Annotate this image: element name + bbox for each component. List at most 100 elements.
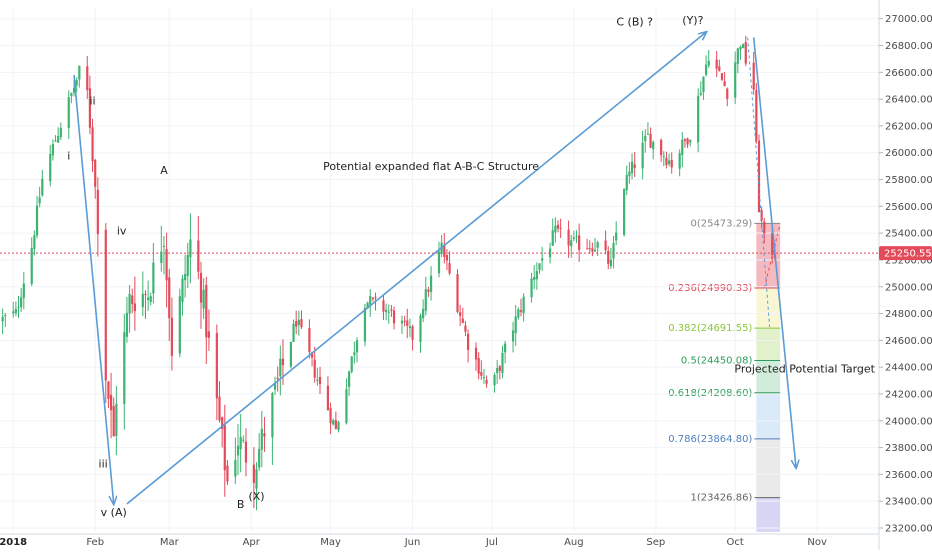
candle-body — [218, 396, 221, 421]
candle-body — [535, 271, 538, 280]
y-tick-label: 25400.00 — [885, 229, 932, 240]
grid — [0, 8, 878, 532]
x-tick-label: Jul — [485, 537, 498, 548]
candle-body — [652, 141, 655, 150]
candle-body — [556, 224, 560, 229]
candle-body — [271, 393, 274, 438]
y-tick-label: 23600.00 — [885, 470, 932, 481]
wave-label: (Y)? — [682, 14, 703, 27]
candle-body — [297, 319, 300, 326]
candle-body — [162, 245, 166, 247]
candle-body — [456, 274, 459, 312]
candle-body — [670, 159, 673, 168]
candle-body — [88, 88, 92, 128]
candle-body — [49, 153, 52, 182]
candle-body — [554, 225, 557, 233]
candle-body — [628, 171, 631, 177]
candle-body — [411, 326, 414, 340]
y-tick-label: 24800.00 — [885, 309, 932, 320]
candle-body — [514, 316, 517, 334]
candle-body — [199, 272, 203, 303]
candle-body — [662, 156, 665, 158]
candle-body — [705, 64, 708, 75]
trend-arrow — [752, 37, 796, 467]
candle-body — [17, 307, 20, 309]
candle-body — [496, 368, 499, 374]
x-tick-label: Jun — [404, 537, 421, 548]
candle-body — [575, 236, 578, 238]
candle-body — [763, 221, 766, 234]
x-tick-label: Sep — [646, 537, 665, 548]
candle-body — [406, 320, 409, 326]
candle-body — [604, 240, 607, 251]
candle-body — [334, 419, 337, 429]
candle-body — [570, 240, 573, 247]
candle-body — [609, 259, 612, 266]
candle-body — [718, 66, 721, 72]
candle-body — [591, 248, 594, 252]
candle-body — [165, 248, 168, 281]
candle-body — [681, 139, 684, 156]
candle-body — [559, 227, 562, 229]
fib-zone — [756, 360, 781, 393]
candle-body — [572, 237, 575, 239]
candle-body — [519, 310, 523, 312]
candle-body — [109, 394, 113, 411]
candle-body — [533, 277, 536, 280]
candle-body — [160, 251, 163, 263]
structure-annotation: Potential expanded flat A-B-C Structure — [323, 160, 539, 173]
candle-body — [316, 379, 319, 381]
candle-body — [104, 229, 107, 381]
candle-body — [149, 296, 152, 303]
candle-body — [276, 377, 279, 379]
y-tick-label: 27000.00 — [885, 14, 932, 25]
candle-body — [30, 247, 33, 285]
candle-body — [538, 263, 541, 270]
fib-level-label: 1(23426.86) — [690, 493, 752, 504]
candle-body — [390, 309, 393, 311]
candle-body — [408, 326, 412, 328]
y-tick-label: 24400.00 — [885, 363, 932, 374]
candle-body — [633, 164, 636, 168]
candle-body — [146, 297, 150, 301]
wave-label: i — [67, 149, 70, 162]
dashed-projection-line — [747, 37, 771, 327]
candle-body — [14, 308, 17, 314]
candle-body — [697, 95, 700, 143]
candle-body — [424, 289, 427, 311]
candle-body — [363, 307, 367, 342]
candle-body — [355, 340, 359, 353]
candle-body — [392, 310, 396, 324]
candle-body — [742, 44, 745, 49]
candle-body — [252, 464, 255, 483]
candle-body — [382, 300, 385, 312]
y-tick-label: 26600.00 — [885, 68, 932, 79]
candle-body — [464, 325, 467, 332]
fib-zone — [756, 328, 781, 361]
y-tick-label: 25600.00 — [885, 202, 932, 213]
candle-body — [665, 157, 668, 166]
candle-body — [726, 88, 729, 99]
candle-body — [86, 66, 89, 91]
y-tick-label: 26200.00 — [885, 121, 932, 132]
candle-body — [123, 332, 126, 405]
candle-body — [244, 441, 248, 463]
candle-body — [744, 42, 747, 64]
candle-body — [485, 379, 488, 384]
fib-level-label: 0.382(24691.55) — [668, 323, 752, 334]
current-price-tag-text: 25250.55 — [884, 249, 932, 260]
candle-body — [736, 48, 739, 64]
candle-body — [295, 321, 298, 327]
candle-body — [350, 356, 353, 372]
candle-body — [422, 309, 425, 319]
candle-body — [757, 140, 761, 213]
candle-body — [263, 433, 266, 437]
candle-body — [511, 330, 515, 342]
candle-body — [347, 371, 351, 387]
candle-body — [477, 357, 480, 374]
candle-body — [144, 294, 147, 296]
